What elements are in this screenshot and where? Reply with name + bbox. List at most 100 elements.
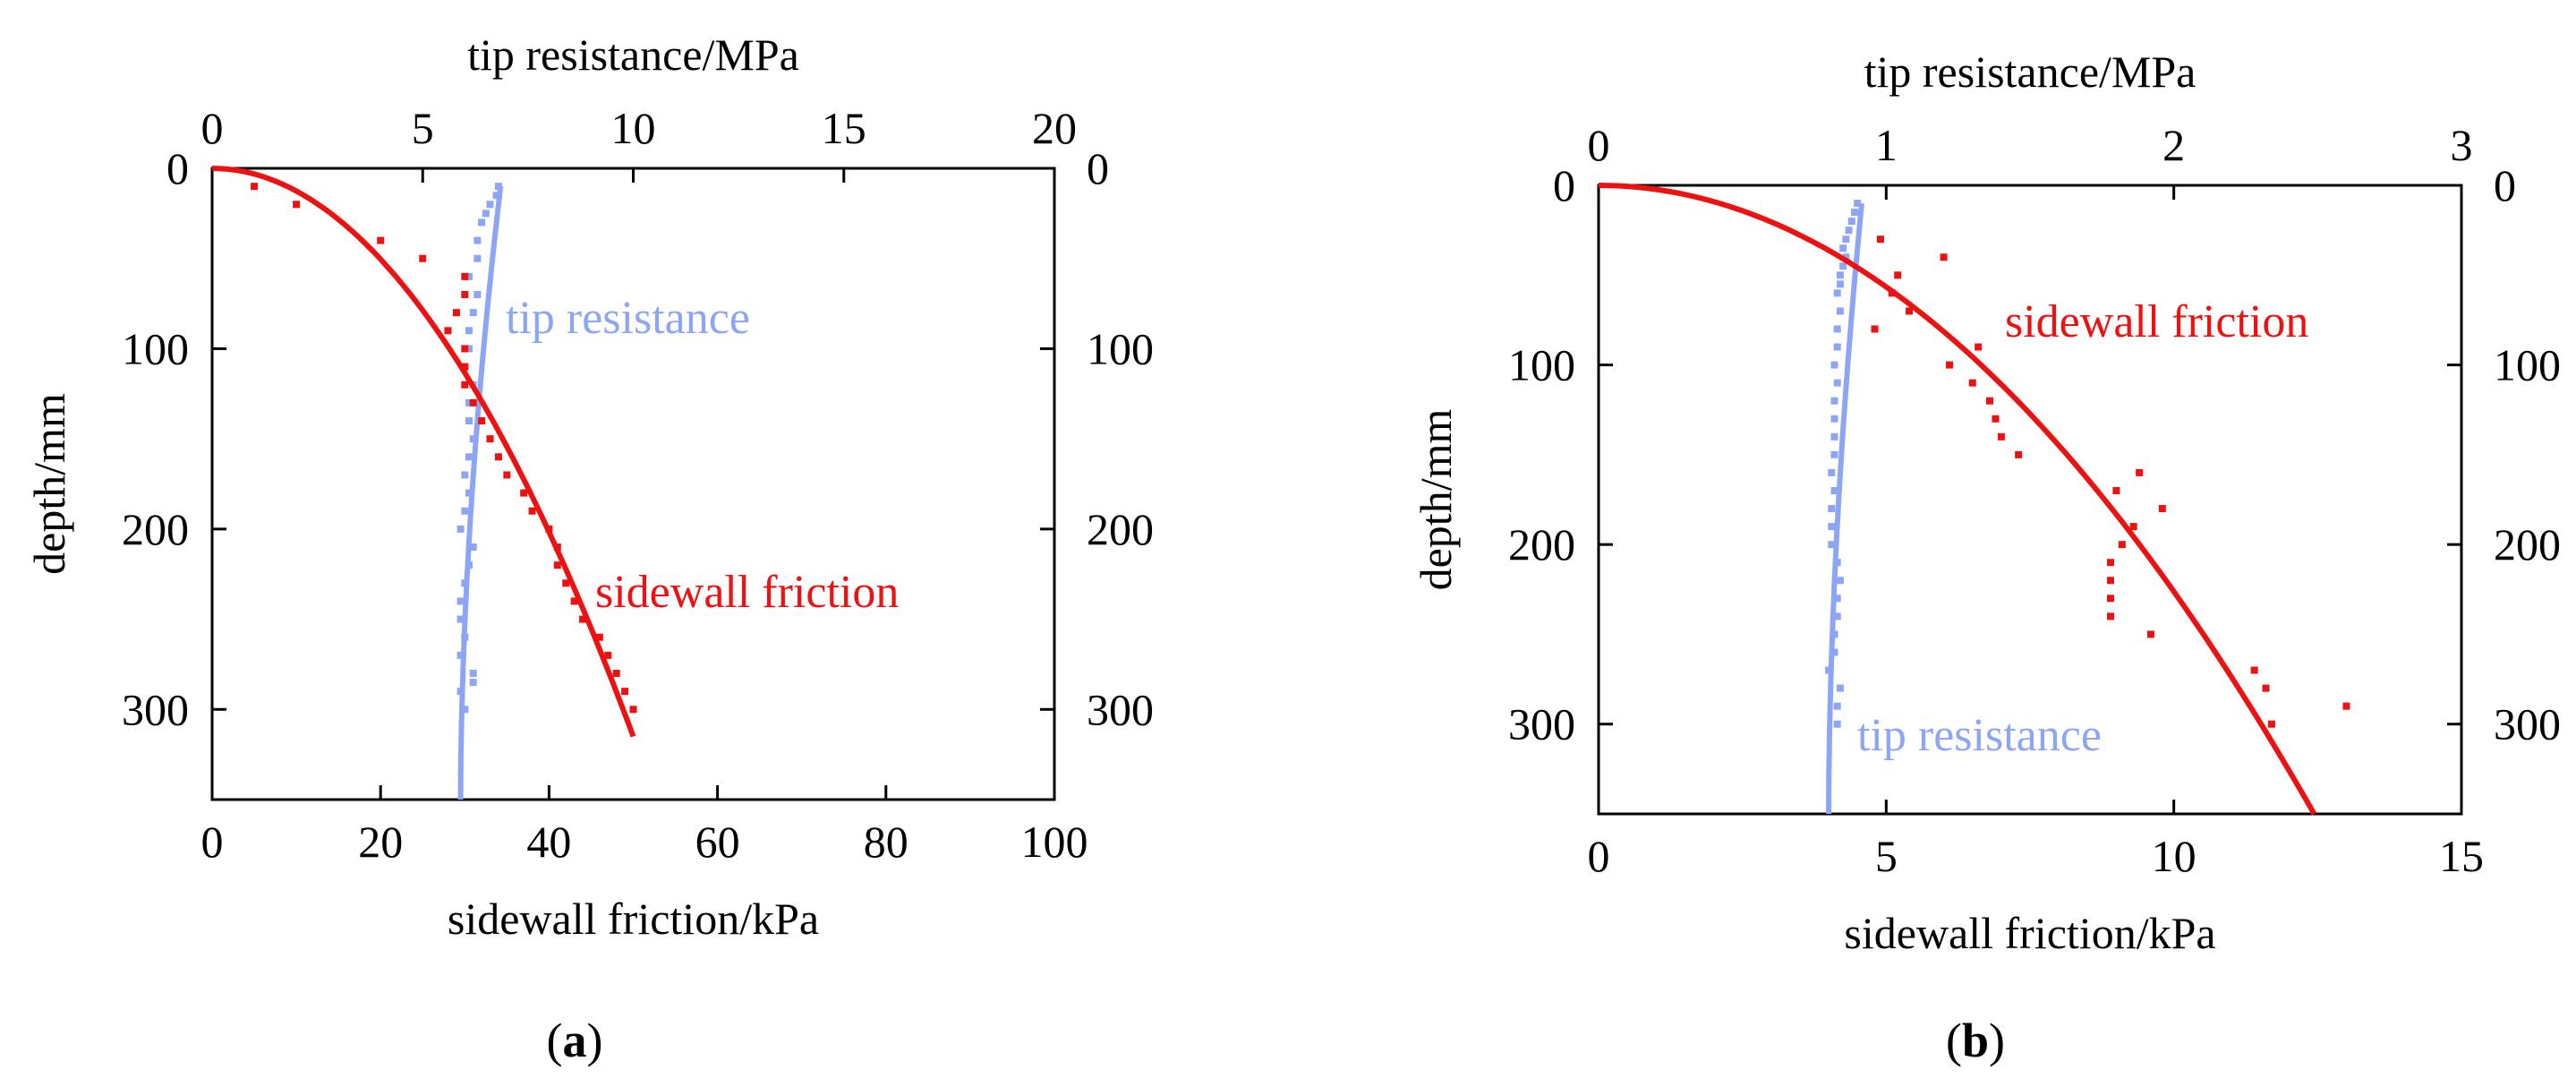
data-point	[1906, 307, 1914, 315]
data-point	[492, 192, 500, 200]
data-point	[1830, 397, 1838, 405]
bottom-axis-tick-label: 40	[526, 817, 571, 867]
data-point	[2106, 559, 2114, 567]
data-point	[469, 670, 477, 677]
data-point	[629, 706, 637, 714]
right-axis-tick-label: 200	[1087, 504, 1154, 554]
data-point	[486, 201, 494, 209]
bottom-axis-tick-label: 15	[2439, 831, 2484, 881]
top-axis-tick-label: 10	[611, 103, 656, 153]
data-point	[461, 345, 469, 353]
data-point	[461, 633, 469, 641]
data-point	[1836, 684, 1844, 692]
top-axis-tick-label: 20	[1032, 103, 1077, 153]
data-point	[465, 327, 473, 335]
left-axis-title: depth/mm	[24, 393, 74, 575]
data-point	[465, 345, 473, 353]
data-point	[2146, 630, 2154, 638]
data-point	[465, 272, 473, 280]
data-point	[2262, 684, 2270, 692]
data-point	[473, 254, 482, 262]
left-axis-title: depth/mm	[1411, 409, 1461, 591]
data-point	[1830, 486, 1838, 494]
data-point	[1830, 648, 1838, 656]
data-point	[612, 670, 620, 677]
data-point	[1833, 289, 1841, 297]
right-axis-tick-label: 0	[1087, 143, 1109, 193]
left-axis-tick-label: 300	[1508, 699, 1575, 749]
data-point	[1986, 397, 1994, 405]
data-point	[553, 561, 561, 569]
left-axis-tick-label: 200	[122, 504, 189, 554]
data-point	[1975, 343, 1983, 351]
data-point	[469, 398, 477, 407]
data-point	[2106, 595, 2114, 603]
left-axis-tick-label: 200	[1508, 519, 1575, 569]
data-point	[604, 651, 612, 659]
data-point	[2106, 612, 2114, 621]
data-point	[478, 218, 486, 227]
right-axis-tick-label: 0	[2494, 160, 2516, 210]
right-axis-tick-label: 100	[1087, 323, 1154, 373]
annotation-sidewall-friction: sidewall friction	[2005, 296, 2308, 347]
data-point	[1830, 432, 1838, 441]
data-point	[1833, 720, 1841, 728]
data-point	[469, 309, 477, 317]
left-axis-tick-label: 0	[166, 143, 189, 193]
left-axis-tick-label: 100	[1508, 340, 1575, 390]
right-axis-tick-label: 100	[2494, 340, 2561, 390]
data-point	[1836, 280, 1844, 288]
left-axis-tick-label: 300	[122, 684, 189, 734]
fit-line-sidewall-friction	[1598, 183, 2317, 816]
bottom-axis-tick-label: 100	[1021, 817, 1088, 867]
data-point	[456, 651, 465, 659]
data-point	[579, 615, 587, 623]
plot-frame	[1597, 184, 2463, 816]
data-point	[494, 183, 502, 191]
data-point	[456, 597, 465, 605]
data-point	[465, 398, 473, 407]
plot-frame	[210, 167, 1056, 801]
data-point	[456, 525, 465, 533]
right-axis-tick-label: 300	[2494, 699, 2561, 749]
panel-label: (a)	[547, 1014, 603, 1067]
data-point	[2158, 505, 2166, 513]
data-point	[2112, 486, 2120, 494]
data-point	[1833, 612, 1841, 621]
bottom-axis-tick-label: 80	[864, 817, 908, 867]
data-point	[461, 363, 469, 371]
data-point	[465, 453, 473, 461]
data-point	[2136, 468, 2144, 476]
top-axis-tick-label: 2	[2162, 120, 2185, 170]
bottom-axis-title: sidewall friction/kPa	[448, 894, 819, 944]
data-point	[1839, 262, 1847, 270]
bottom-axis-title: sidewall friction/kPa	[1844, 908, 2215, 958]
data-point	[1836, 577, 1844, 585]
data-point	[461, 471, 469, 479]
top-axis-tick-label: 0	[1588, 120, 1610, 170]
panel-label: (b)	[1946, 1014, 2005, 1067]
data-point	[520, 489, 528, 497]
data-point	[461, 507, 469, 515]
data-point	[2106, 577, 2114, 585]
top-axis-tick-label: 3	[2451, 120, 2473, 170]
top-axis-title: tip resistance/MPa	[467, 30, 799, 80]
data-point	[1888, 289, 1896, 297]
data-point	[461, 579, 469, 587]
data-point	[1833, 325, 1841, 333]
bottom-axis-tick-label: 10	[2152, 831, 2196, 881]
data-point	[478, 417, 486, 424]
data-point	[1850, 209, 1858, 217]
data-point	[465, 489, 473, 497]
data-point	[456, 615, 465, 623]
data-point	[461, 381, 469, 389]
left-axis-tick-label: 0	[1553, 160, 1575, 210]
data-point	[1876, 235, 1884, 244]
data-point	[1833, 379, 1841, 387]
data-point	[456, 688, 465, 696]
data-point	[1968, 379, 1976, 387]
data-point	[1830, 361, 1838, 369]
top-axis-title: tip resistance/MPa	[1864, 47, 2196, 97]
data-point	[473, 291, 482, 298]
